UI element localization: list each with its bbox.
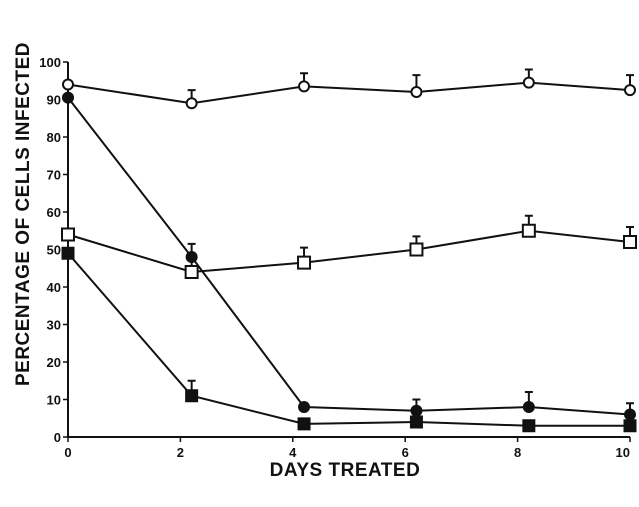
y-tick-label: 80 xyxy=(47,130,61,145)
series-1 xyxy=(62,68,636,110)
y-axis-title: PERCENTAGE OF CELLS INFECTED xyxy=(13,42,34,386)
y-tick-label: 0 xyxy=(54,430,61,445)
series-line xyxy=(67,81,631,105)
y-tick-label: 60 xyxy=(47,205,61,220)
x-tick-label: 8 xyxy=(514,445,521,460)
data-point xyxy=(298,80,311,93)
y-tick-label: 30 xyxy=(47,318,61,333)
series-line xyxy=(67,97,631,416)
y-tick-label: 10 xyxy=(47,393,61,408)
x-tick-label: 10 xyxy=(616,445,630,460)
data-point xyxy=(61,227,75,242)
data-point xyxy=(522,76,535,89)
data-point xyxy=(522,419,536,433)
data-point xyxy=(623,419,637,433)
data-point xyxy=(298,401,311,413)
x-tick-label: 4 xyxy=(289,445,297,460)
x-tick-label: 6 xyxy=(402,445,409,460)
series-3 xyxy=(61,214,637,279)
series-line xyxy=(67,252,630,427)
series-4 xyxy=(61,246,637,433)
data-point xyxy=(410,404,423,417)
x-axis-title: DAYS TREATED xyxy=(270,460,421,481)
data-point xyxy=(185,97,198,110)
series-2 xyxy=(62,91,636,421)
series-layer xyxy=(61,68,637,433)
data-point xyxy=(624,408,636,421)
y-tick-label: 100 xyxy=(39,55,61,70)
axes: 0 10 20 30 40 50 60 70 80 90 100 0 2 4 6 8 10 xyxy=(39,55,631,460)
data-point xyxy=(62,91,74,104)
x-tick-label: 0 xyxy=(64,445,71,460)
data-point xyxy=(62,78,74,91)
y-tick-label: 50 xyxy=(47,243,61,258)
x-tick-label: 2 xyxy=(177,445,184,460)
data-point xyxy=(624,84,636,97)
y-tick-label: 20 xyxy=(47,355,61,370)
data-point xyxy=(184,265,199,279)
y-tick-label: 40 xyxy=(47,280,61,295)
data-point xyxy=(185,389,199,403)
series-line xyxy=(67,229,631,274)
y-tick-label: 90 xyxy=(47,93,61,108)
data-point xyxy=(521,223,536,238)
data-point xyxy=(409,242,424,257)
data-point xyxy=(623,235,637,249)
data-point xyxy=(297,417,311,431)
data-point xyxy=(61,246,75,260)
data-point xyxy=(522,401,535,413)
data-point xyxy=(410,86,423,98)
y-tick-label: 70 xyxy=(47,168,61,183)
data-point xyxy=(409,415,423,429)
data-point xyxy=(297,255,312,270)
